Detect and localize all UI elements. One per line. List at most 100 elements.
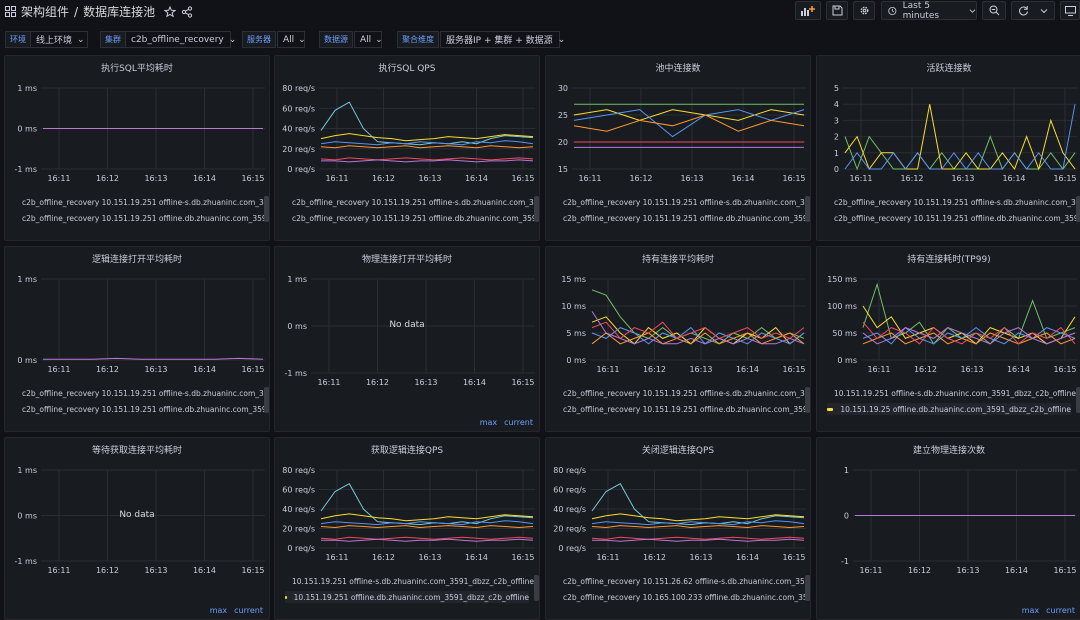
tv-mode-button[interactable]: [1060, 1, 1080, 20]
variable-value-datasource: All: [360, 34, 372, 45]
panel-5[interactable]: 逻辑连接打开平均耗时 1 ms 0 ms 16:11 16:12 16:13 16:14 16…: [4, 246, 270, 432]
legend-item[interactable]: 10.151.19.251 offline-s.db.zhuaninc.com_…: [827, 387, 1076, 399]
x-tick-label: 16:14: [193, 566, 216, 575]
x-tick-label: 16:11: [867, 365, 890, 374]
zoom-out-button[interactable]: [982, 1, 1006, 20]
panel-title[interactable]: 活跃连接数: [926, 64, 972, 74]
variable-select-cluster[interactable]: c2b_offline_recovery ⌄: [125, 31, 236, 48]
apps-grid-icon[interactable]: [5, 6, 16, 17]
panel-title[interactable]: 物理连接打开平均耗时: [361, 255, 452, 265]
panel-chart[interactable]: 80 req/s 60 req/s 40 req/s 20 req/s 0 req/s 1…: [275, 438, 540, 620]
panel-title[interactable]: 等待获取连接平均耗时: [91, 446, 182, 456]
panel-11[interactable]: 关闭逻辑连接QPS 80 req/s 60 req/s 40 req/s 20 req/…: [545, 437, 811, 620]
variable-select-aggregation[interactable]: 服务器IP + 集群 + 数据源 ⌄: [440, 31, 565, 48]
x-tick-label: 16:13: [414, 378, 437, 387]
panel-1[interactable]: 执行SQL平均耗时 1 ms 0 ms -1 ms 16:11 16:12 16:13 16:…: [4, 55, 270, 241]
legend-scrollbar[interactable]: [264, 387, 269, 413]
add-panel-button[interactable]: [795, 1, 821, 20]
panel-chart[interactable]: 15 ms 10 ms 5 ms 0 ms 16:11 16:12 16:13 16:14 16…: [546, 247, 811, 432]
time-range-picker[interactable]: Last 5 minutes: [881, 1, 977, 21]
legend-item[interactable]: 10.151.19.251 offline.db.zhuaninc.com_35…: [285, 591, 529, 603]
panel-chart[interactable]: 1 ms 0 ms -1 ms 16:11 16:12 16:13 16:14 16:15: [5, 438, 270, 620]
panel-2[interactable]: 执行SQL QPS 80 req/s 60 req/s 40 req/s 20 req/…: [274, 55, 540, 241]
star-icon[interactable]: [164, 5, 177, 18]
panel-title[interactable]: 池中连接数: [655, 64, 701, 74]
legend-item[interactable]: c2b_offline_recovery 10.151.19.251 offli…: [15, 403, 269, 415]
x-tick-label: 16:13: [144, 365, 167, 374]
panel-chart[interactable]: 5 4 3 2 1 0 16:11 16:12 16:13 16:14 16:15: [817, 56, 1080, 241]
y-tick-label: 1: [834, 149, 839, 158]
legend-item[interactable]: c2b_offline_recovery 10.151.19.251 offli…: [827, 212, 1080, 224]
panel-chart[interactable]: 80 req/s 60 req/s 40 req/s 20 req/s 0 req/s 1…: [275, 56, 540, 241]
series-line: [320, 101, 534, 146]
variable-select-env[interactable]: 线上环境 ⌄: [30, 31, 88, 48]
legend-scrollbar[interactable]: [534, 575, 539, 601]
legend-scrollbar[interactable]: [1076, 387, 1080, 413]
legend-scrollbar[interactable]: [805, 387, 810, 413]
panel-3[interactable]: 池中连接数 30 25 20 15 16:11 16:12 16:13 16:14 16:15 c2…: [545, 55, 811, 241]
share-icon[interactable]: [181, 5, 193, 18]
panel-title[interactable]: 关闭逻辑连接QPS: [641, 446, 715, 456]
legend-item[interactable]: 10.151.19.251 offline-s.db.zhuaninc.com_…: [285, 575, 534, 587]
y-tick-label: 30: [558, 84, 568, 93]
legend-label: c2b_offline_recovery 10.151.19.251 offli…: [22, 197, 270, 207]
panel-title[interactable]: 执行SQL平均耗时: [101, 64, 173, 74]
legend-item[interactable]: c2b_offline_recovery 10.151.19.251 offli…: [556, 212, 810, 224]
panel-chart[interactable]: 1 0 -1 16:11 16:12 16:13 16:14 16:15: [817, 438, 1080, 620]
panel-12[interactable]: 建立物理连接次数 1 0 -1 16:11 16:12 16:13 16:14 16:15 max…: [816, 437, 1080, 620]
legend-item[interactable]: c2b_offline_recovery 10.151.19.251 offli…: [556, 403, 810, 415]
panel-9[interactable]: 等待获取连接平均耗时 1 ms 0 ms -1 ms 16:11 16:12 16:13 16…: [4, 437, 270, 620]
panel-chart[interactable]: 1 ms 0 ms 16:11 16:12 16:13 16:14 16:15: [5, 247, 270, 432]
panel-6[interactable]: 物理连接打开平均耗时 1 ms 0 ms -1 ms 16:11 16:12 16:13 16…: [274, 246, 540, 432]
legend-item[interactable]: c2b_offline_recovery 10.151.19.251 offli…: [15, 196, 269, 208]
legend-scrollbar[interactable]: [534, 196, 539, 222]
panel-chart[interactable]: 1 ms 0 ms -1 ms 16:11 16:12 16:13 16:14 16:15: [5, 56, 270, 241]
legend-item[interactable]: 10.151.19.25 offline.db.zhuaninc.com_359…: [827, 403, 1071, 415]
variable-select-datasource[interactable]: All ⌄: [354, 31, 383, 48]
panel-chart[interactable]: 30 25 20 15 16:11 16:12 16:13 16:14 16:15: [546, 56, 811, 241]
panel-7[interactable]: 持有连接平均耗时 15 ms 10 ms 5 ms 0 ms 16:11 16:12 16:1…: [545, 246, 811, 432]
series-line: [862, 321, 1076, 345]
series-line: [862, 282, 1076, 345]
refresh-button[interactable]: [1011, 1, 1055, 20]
save-dashboard-button[interactable]: [826, 1, 848, 20]
panel-title[interactable]: 执行SQL QPS: [378, 64, 436, 74]
legend-item[interactable]: c2b_offline_recovery 10.165.100.233 offl…: [556, 591, 810, 603]
legend-max-column[interactable]: max: [479, 418, 498, 427]
legend-item[interactable]: c2b_offline_recovery 10.151.19.251 offli…: [285, 212, 539, 224]
legend-item[interactable]: c2b_offline_recovery 10.151.19.251 offli…: [827, 196, 1080, 208]
legend-scrollbar[interactable]: [1076, 196, 1080, 222]
y-tick-label: 60 req/s: [553, 486, 586, 495]
legend-scrollbar[interactable]: [805, 575, 810, 601]
variable-select-server[interactable]: All ⌄: [277, 31, 306, 48]
legend-scrollbar[interactable]: [264, 196, 269, 222]
panel-title[interactable]: 持有连接平均耗时: [641, 255, 714, 265]
legend-item[interactable]: c2b_offline_recovery 10.151.26.62 offlin…: [556, 575, 810, 587]
y-tick-label: 5: [834, 84, 839, 93]
panel-title[interactable]: 获取逻辑连接QPS: [370, 446, 444, 456]
panel-8[interactable]: 持有连接耗时(TP99) 150 ms 100 ms 50 ms 0 ms 16:11 16…: [816, 246, 1080, 432]
legend-max-column[interactable]: max: [1021, 606, 1040, 615]
breadcrumb-folder[interactable]: 架构组件: [21, 5, 70, 19]
chevron-down-icon: [1040, 8, 1048, 13]
panel-chart[interactable]: 80 req/s 60 req/s 40 req/s 20 req/s 0 req/s 1…: [546, 438, 811, 620]
panel-4[interactable]: 活跃连接数 5 4 3 2 1 0 16:11 16:12 16:13 16:14 16:15 c2b_…: [816, 55, 1080, 241]
legend-current-column[interactable]: current: [504, 418, 533, 427]
dashboard-title[interactable]: 数据库连接池: [83, 5, 156, 19]
panel-title[interactable]: 持有连接耗时(TP99): [907, 255, 991, 265]
panel-title[interactable]: 建立物理连接次数: [912, 446, 985, 456]
legend-item[interactable]: c2b_offline_recovery 10.151.19.251 offli…: [285, 196, 539, 208]
legend-max-column[interactable]: max: [209, 606, 228, 615]
legend-item[interactable]: c2b_offline_recovery 10.151.19.251 offli…: [556, 387, 810, 399]
panel-chart[interactable]: 150 ms 100 ms 50 ms 0 ms 16:11 16:12 16:13 16:1…: [817, 247, 1080, 432]
panel-title[interactable]: 逻辑连接打开平均耗时: [91, 255, 182, 265]
panel-10[interactable]: 获取逻辑连接QPS 80 req/s 60 req/s 40 req/s 20 req/…: [274, 437, 540, 620]
legend-item[interactable]: c2b_offline_recovery 10.151.19.251 offli…: [556, 196, 810, 208]
dashboard-settings-button[interactable]: [853, 1, 875, 20]
legend-scrollbar[interactable]: [805, 196, 810, 222]
legend-item[interactable]: c2b_offline_recovery 10.151.19.251 offli…: [15, 387, 269, 399]
legend-current-column[interactable]: current: [1046, 606, 1075, 615]
legend-current-column[interactable]: current: [234, 606, 263, 615]
legend-item[interactable]: c2b_offline_recovery 10.151.19.251 offli…: [15, 212, 269, 224]
panel-chart[interactable]: 1 ms 0 ms -1 ms 16:11 16:12 16:13 16:14 16:15: [275, 247, 540, 432]
